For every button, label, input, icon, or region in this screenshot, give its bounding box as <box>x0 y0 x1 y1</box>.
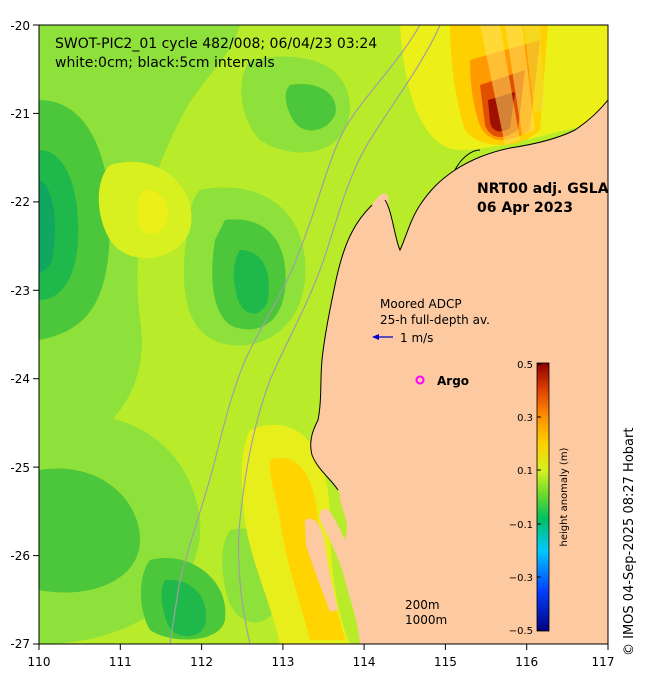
lon-tick-label: 114 <box>353 655 376 669</box>
vector-scale-label: 1 m/s <box>400 331 433 345</box>
colorbar-tick-label: −0.5 <box>509 626 533 637</box>
argo-label: Argo <box>437 374 469 388</box>
product-date: 06 Apr 2023 <box>477 200 573 216</box>
argo-marker-icon <box>415 375 425 385</box>
lat-tick-label: -26 <box>10 549 30 563</box>
lon-tick-label: 113 <box>271 655 294 669</box>
map-title: SWOT-PIC2_01 cycle 482/008; 06/04/23 03:… <box>55 36 377 52</box>
colorbar-tick-label: −0.3 <box>509 573 533 584</box>
axis-ticks <box>33 24 609 650</box>
product-label: NRT00 adj. GSLA <box>477 181 609 197</box>
lon-tick-label: 111 <box>109 655 132 669</box>
plot-frame <box>38 24 609 645</box>
lat-tick-label: -27 <box>10 637 30 651</box>
lat-tick-label: -20 <box>10 19 30 33</box>
map-subtitle: white:0cm; black:5cm intervals <box>55 55 275 71</box>
lon-tick-label: 117 <box>592 655 615 669</box>
lon-tick-label: 112 <box>190 655 213 669</box>
colorbar-tick-label: 0.5 <box>517 360 533 371</box>
colorbar-tick-label: 0.3 <box>517 413 533 424</box>
lon-tick-label: 110 <box>28 655 51 669</box>
credit-line: © IMOS 04-Sep-2025 08:27 Hobart <box>622 427 637 656</box>
lat-tick-label: -23 <box>10 284 30 298</box>
colorbar-tick-label: −0.1 <box>509 520 533 531</box>
lat-tick-label: -22 <box>10 195 30 209</box>
colorbar-tick-label: 0.1 <box>517 466 533 477</box>
adcp-legend-subtitle: 25-h full-depth av. <box>380 313 490 327</box>
lon-tick-label: 115 <box>434 655 457 669</box>
contour-legend-1000m: 1000m <box>405 613 447 627</box>
sla-field <box>39 25 608 644</box>
bathymetry-contours <box>169 25 441 644</box>
adcp-legend-title: Moored ADCP <box>380 297 462 311</box>
lat-tick-label: -25 <box>10 461 30 475</box>
contour-legend-200m: 200m <box>405 598 440 612</box>
colorbar <box>536 362 550 632</box>
lat-tick-label: -24 <box>10 372 30 386</box>
vector-scale-arrow <box>372 334 393 340</box>
colorbar-label: height anomaly (m) <box>559 447 570 546</box>
land <box>305 25 608 644</box>
lon-tick-label: 116 <box>515 655 538 669</box>
coastline <box>310 99 608 491</box>
lat-tick-label: -21 <box>10 107 30 121</box>
